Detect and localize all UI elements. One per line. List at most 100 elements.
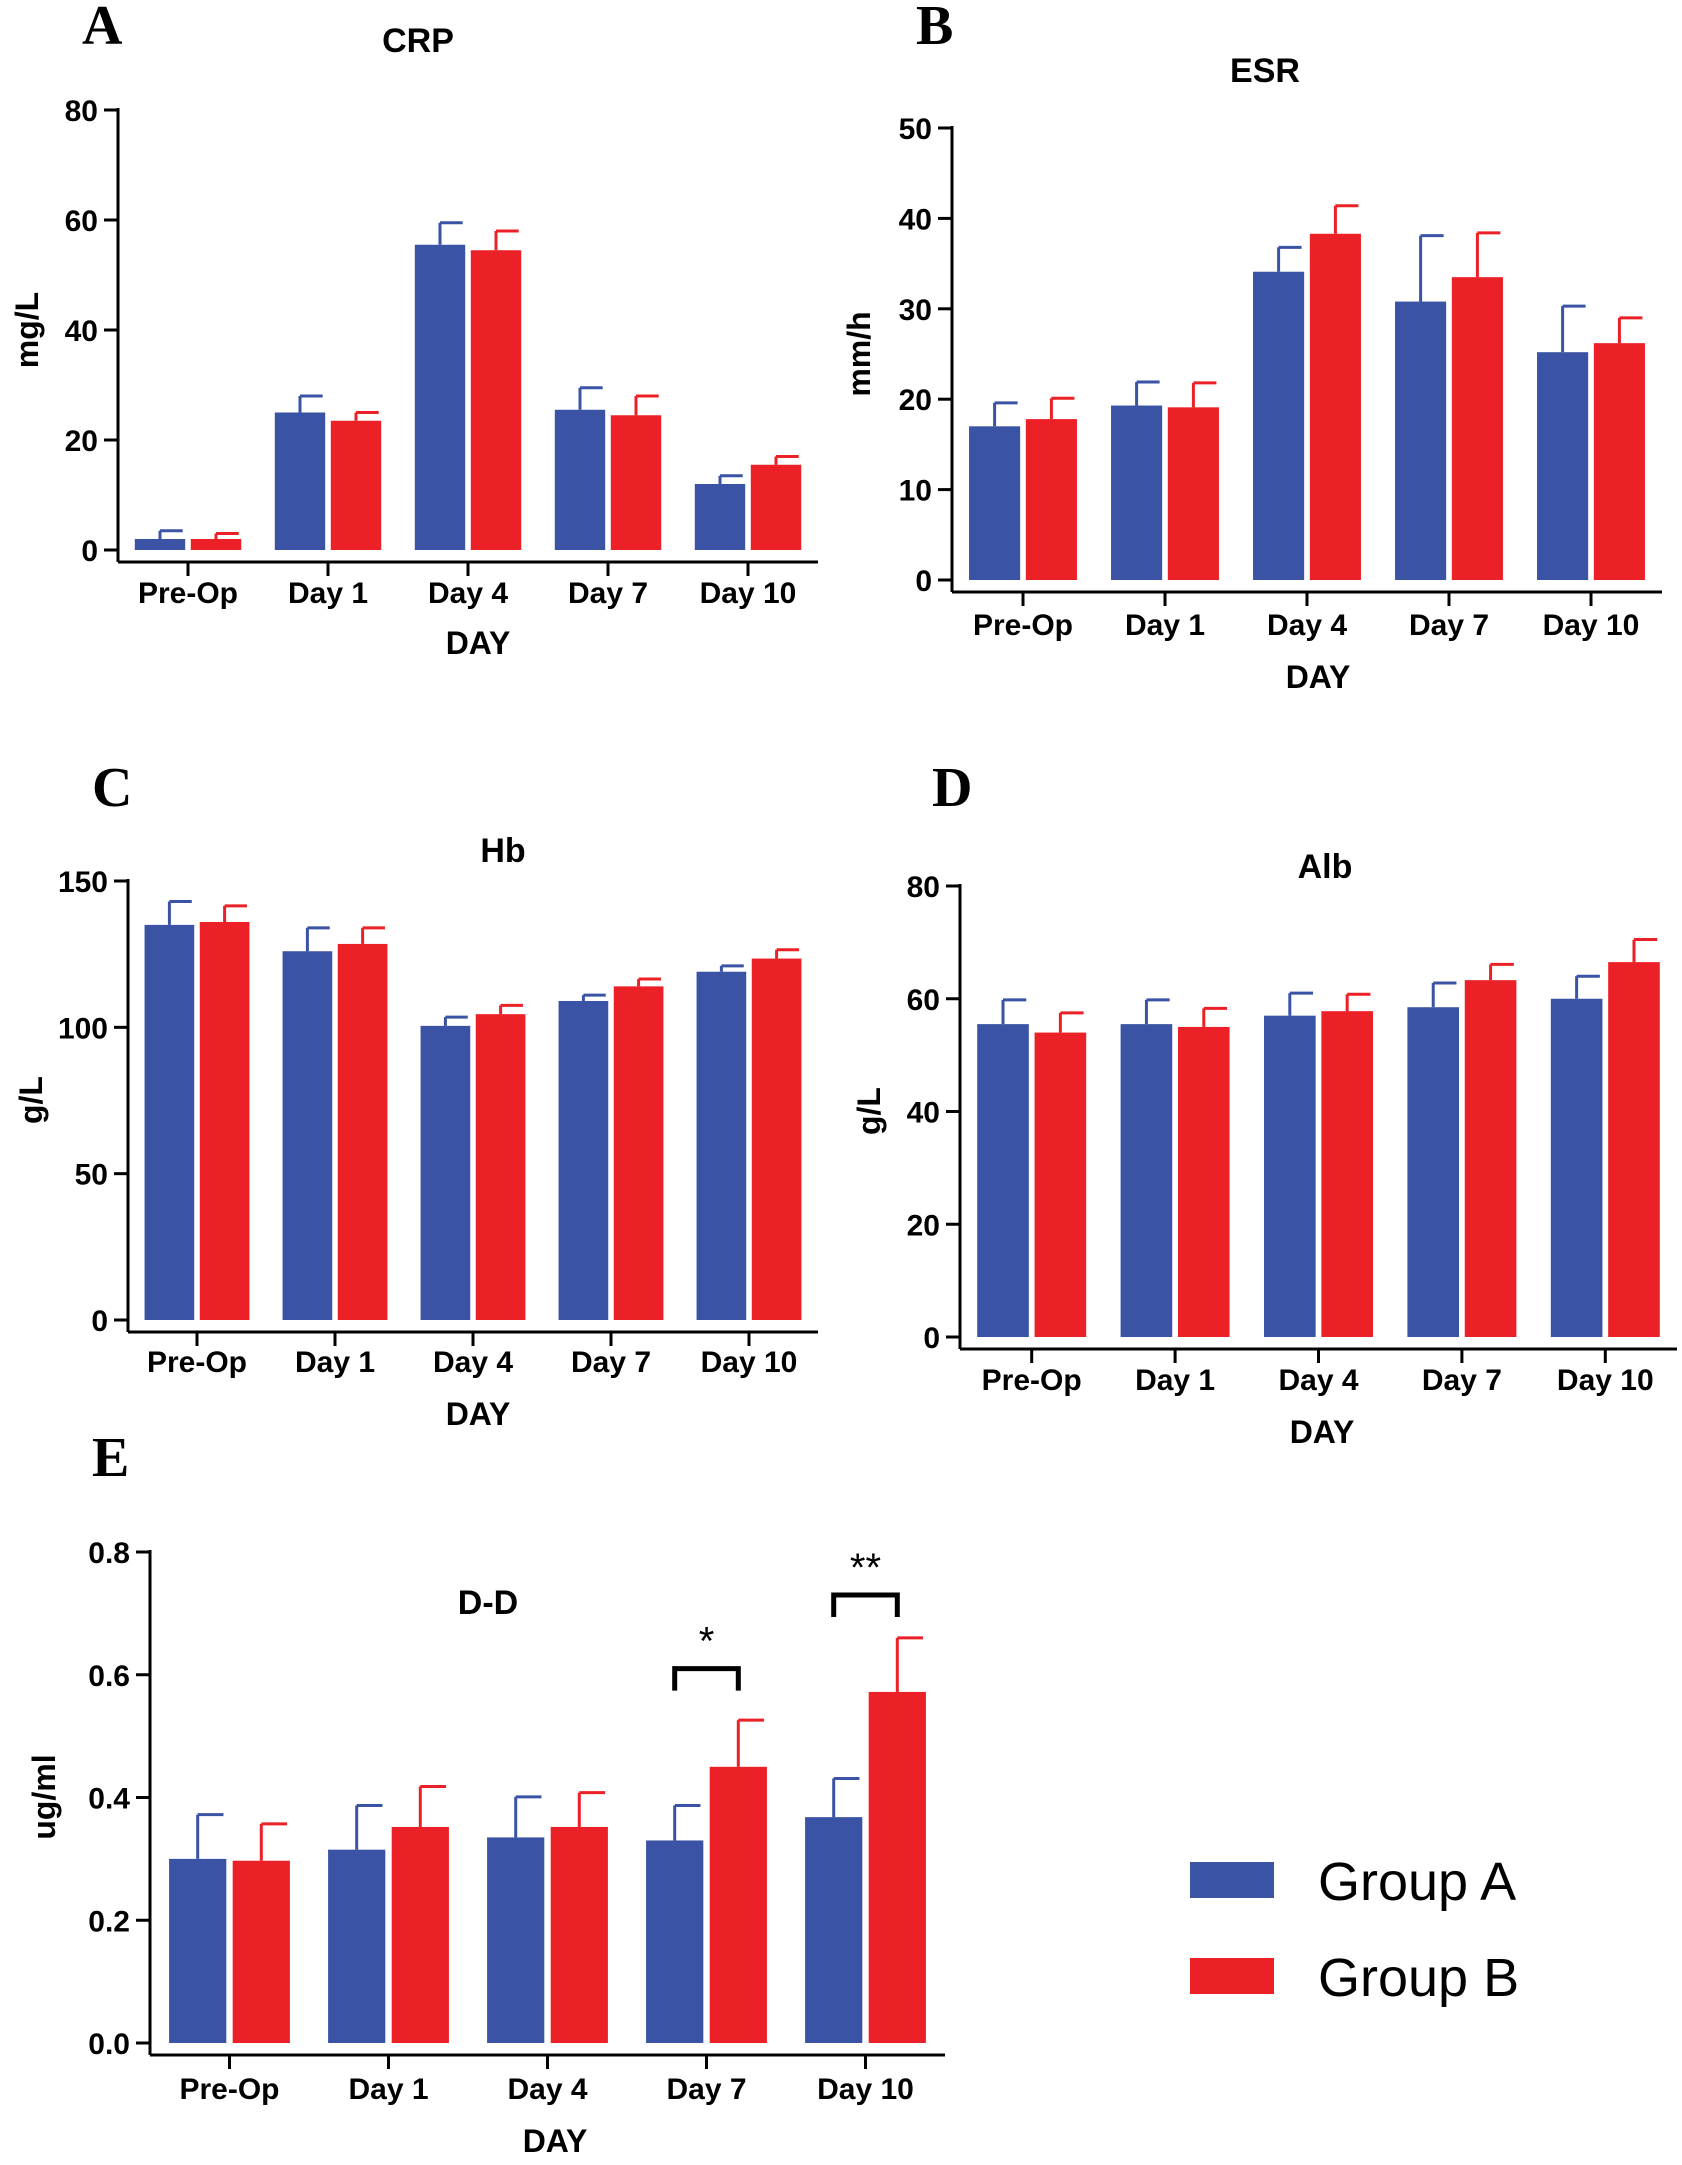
y-tick-label: 0 [91,1305,108,1338]
panel-letter-c: C [92,757,132,819]
chart-panel-esr: ESR 0 10 20 30 40 50 Pre-Op Day 1 Day 4 Day 7 Day 1… [841,52,1662,695]
bar-group-a [1264,1015,1316,1337]
y-tick-label: 20 [907,1209,940,1242]
significance-bracket [672,1666,741,1691]
bar-group-a [414,244,466,550]
bar-group-a [554,409,606,550]
bar-group-a [1253,271,1305,580]
bar-group-b [1321,1011,1373,1337]
bar-group-a [328,1849,386,2043]
x-tick-label: Day 10 [1557,1364,1654,1397]
x-tick-label: Day 1 [1135,1364,1215,1397]
chart-title: Alb [1298,848,1353,886]
bar-group-b [1451,277,1503,580]
x-tick-label: Day 4 [1278,1364,1358,1397]
x-tick-label: Day 10 [701,1346,798,1379]
bar-group-a [977,1024,1029,1337]
y-axis-label: mm/h [841,311,877,396]
y-tick-label: 0.8 [88,1537,130,1570]
bar-group-a [282,951,333,1320]
bar-group-a [1395,301,1447,580]
y-tick-label: 50 [899,113,932,146]
y-axis-label: ug/ml [26,1754,62,1839]
bar-group-a [274,412,326,550]
bar-group-b [199,921,250,1320]
significance-bracket [831,1592,900,1617]
bar-group-b [1177,1026,1230,1337]
bar-group-b [1025,419,1077,580]
y-tick-label: 0.2 [88,1905,130,1938]
panel-letter-e: E [92,1427,129,1489]
bar-group-a [696,971,747,1320]
bar-group-b [1464,980,1517,1337]
y-tick-label: 100 [58,1012,108,1045]
x-tick-label: Day 7 [568,577,648,610]
x-axis-label: DAY [1290,1414,1355,1450]
y-tick-label: 30 [899,294,932,327]
x-tick-label: Day 1 [348,2073,428,2106]
bar-group-a [1111,405,1163,580]
x-tick-label: Pre-Op [982,1364,1082,1397]
chart-panel-alb: Alb 0 20 40 60 80 Pre-Op Day 1 Day 4 Day 7 Day 10 D… [851,848,1677,1450]
x-tick-label: Day 10 [1543,609,1640,642]
bar-group-b [475,1014,526,1320]
bar-group-b [550,1826,608,2043]
x-tick-label: Day 1 [295,1346,375,1379]
y-tick-label: 40 [907,1097,940,1130]
x-axis-label: DAY [1286,659,1351,695]
x-tick-label: Day 1 [1125,609,1205,642]
legend: Group A Group B [1190,1852,1519,2008]
bar-group-a [144,924,195,1320]
y-tick-label: 80 [907,871,940,904]
x-tick-label: Day 7 [1422,1364,1502,1397]
y-tick-label: 40 [899,203,932,236]
chart-title: CRP [382,22,454,60]
bar-group-b [337,943,388,1320]
x-tick-label: Day 4 [1267,609,1347,642]
y-tick-label: 40 [65,315,98,348]
bar-group-b [750,464,802,550]
bar-group-a [1550,998,1603,1337]
bar-group-b [190,539,242,550]
panel-letter-d: D [932,757,972,819]
x-tick-label: Day 4 [428,577,508,610]
bar-group-a [646,1840,704,2043]
y-tick-label: 60 [907,984,940,1017]
bar-group-b [709,1766,767,2043]
y-tick-label: 150 [58,866,108,899]
bar-group-b [391,1826,449,2043]
bar-group-a [694,484,746,550]
bar-group-a [805,1817,863,2043]
x-tick-label: Pre-Op [179,2073,279,2106]
x-tick-label: Pre-Op [973,609,1073,642]
bar-group-a [969,426,1021,580]
bar-group-b [751,958,802,1320]
bar-group-b [1608,962,1660,1337]
chart-panel-crp: CRP 0 20 40 60 80 Pre-Op Day 1 Day 4 Day 7 Day 10 D… [9,22,818,661]
y-tick-label: 0 [81,535,98,568]
x-axis-label: DAY [446,625,511,661]
legend-label-group-b: Group B [1318,1948,1519,2008]
x-tick-label: Day 10 [700,577,797,610]
y-tick-label: 50 [75,1159,108,1192]
chart-panel-hb: Hb 0 50 100 150 Pre-Op Day 1 Day 4 Day 7 Day 10 DA… [13,832,818,1432]
x-tick-label: Day 7 [1409,609,1489,642]
legend-swatch-group-a [1190,1862,1274,1898]
x-tick-label: Day 10 [817,2073,914,2106]
y-axis-label: g/L [13,1076,49,1124]
bar-group-b [232,1860,290,2043]
legend-label-group-a: Group A [1318,1852,1516,1912]
bar-group-a [169,1858,227,2043]
x-tick-label: Day 4 [507,2073,587,2106]
x-tick-label: Pre-Op [147,1346,247,1379]
chart-title: Hb [480,832,525,870]
y-tick-label: 0.0 [88,2028,130,2061]
bar-group-b [1309,233,1361,580]
y-axis-label: g/L [851,1087,887,1135]
panel-letter-b: B [916,0,953,57]
significance-label: ** [850,1546,881,1590]
y-tick-label: 10 [899,475,932,508]
significance-label: * [699,1620,715,1664]
y-tick-label: 60 [65,205,98,238]
